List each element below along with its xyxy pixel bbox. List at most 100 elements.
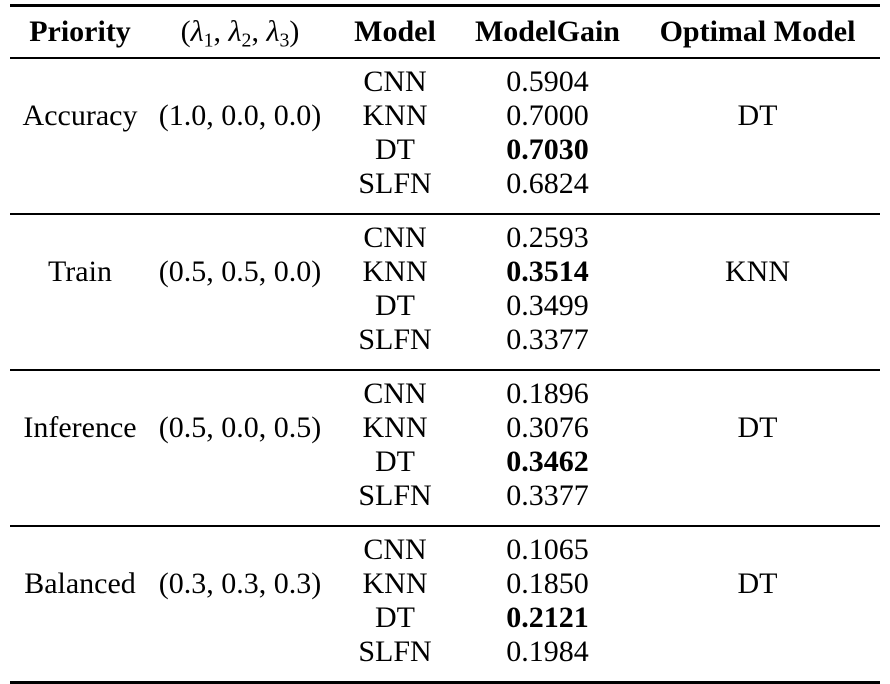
priority-cell: Train [48, 255, 112, 288]
priority-group-inference: CNN 0.1896 Inference (0.5, 0.0, 0.5) KNN… [10, 370, 880, 526]
priority-group-balanced: CNN 0.1065 Balanced (0.3, 0.3, 0.3) KNN … [10, 526, 880, 683]
modelgain-cell-best: 0.7030 [506, 133, 589, 166]
column-header-modelgain: ModelGain [474, 15, 620, 48]
optimal-model-cell: DT [737, 411, 778, 444]
table-row: CNN 0.1896 [10, 370, 880, 411]
lambda-separator: , [251, 15, 267, 48]
column-header-model: Model [354, 15, 436, 48]
empty-cell [10, 445, 150, 479]
priority-cell: Inference [23, 411, 137, 444]
table-row: SLFN 0.3377 [10, 479, 880, 526]
modelgain-cell: 0.6824 [506, 167, 589, 200]
empty-cell [635, 323, 880, 370]
table-row: DT 0.3462 [10, 445, 880, 479]
modelgain-cell: 0.1984 [506, 635, 589, 668]
empty-cell [150, 323, 330, 370]
table-row: CNN 0.2593 [10, 214, 880, 255]
optimal-model-cell: DT [737, 567, 778, 600]
header-row: Priority (λ1, λ2, λ3) Model ModelGain Op… [10, 5, 880, 58]
lambda3-symbol: λ [266, 15, 280, 48]
results-table: Priority (λ1, λ2, λ3) Model ModelGain Op… [10, 4, 880, 684]
empty-cell [150, 479, 330, 526]
table-row: SLFN 0.6824 [10, 167, 880, 214]
table-row: Inference (0.5, 0.0, 0.5) KNN 0.3076 DT [10, 411, 880, 445]
lambda3-subscript: 3 [279, 29, 290, 52]
lambda-values-cell: (0.3, 0.3, 0.3) [158, 567, 322, 600]
empty-cell [150, 370, 330, 411]
empty-cell [150, 214, 330, 255]
column-header-priority: Priority [29, 15, 131, 48]
table-header: Priority (λ1, λ2, λ3) Model ModelGain Op… [10, 5, 880, 58]
empty-cell [635, 133, 880, 167]
empty-cell [150, 445, 330, 479]
lambda1-symbol: λ [190, 15, 204, 48]
empty-cell [10, 58, 150, 99]
model-cell: KNN [362, 99, 428, 132]
table-row: Train (0.5, 0.5, 0.0) KNN 0.3514 KNN [10, 255, 880, 289]
empty-cell [10, 167, 150, 214]
modelgain-cell: 0.3377 [506, 323, 589, 356]
lambda1-subscript: 1 [203, 29, 214, 52]
empty-cell [10, 133, 150, 167]
model-cell: DT [375, 289, 415, 322]
empty-cell [635, 526, 880, 567]
empty-cell [635, 289, 880, 323]
table-row: DT 0.3499 [10, 289, 880, 323]
model-cell: SLFN [358, 479, 432, 512]
table-row: CNN 0.5904 [10, 58, 880, 99]
empty-cell [10, 370, 150, 411]
empty-cell [635, 370, 880, 411]
empty-cell [150, 167, 330, 214]
empty-cell [10, 289, 150, 323]
modelgain-cell: 0.1850 [506, 567, 589, 600]
priority-group-train: CNN 0.2593 Train (0.5, 0.5, 0.0) KNN 0.3… [10, 214, 880, 370]
empty-cell [150, 601, 330, 635]
empty-cell [10, 526, 150, 567]
lambda2-symbol: λ [228, 15, 242, 48]
model-cell: KNN [362, 411, 428, 444]
model-cell: CNN [363, 377, 427, 410]
modelgain-cell: 0.3377 [506, 479, 589, 512]
model-cell: CNN [363, 65, 427, 98]
empty-cell [10, 635, 150, 683]
lambda-close-paren: ) [289, 15, 300, 48]
empty-cell [635, 601, 880, 635]
model-cell: SLFN [358, 167, 432, 200]
modelgain-cell: 0.5904 [506, 65, 589, 98]
lambda2-subscript: 2 [241, 29, 252, 52]
empty-cell [10, 214, 150, 255]
empty-cell [150, 133, 330, 167]
empty-cell [635, 479, 880, 526]
model-cell: SLFN [358, 635, 432, 668]
empty-cell [150, 526, 330, 567]
model-cell: KNN [362, 255, 428, 288]
modelgain-cell: 0.7000 [506, 99, 589, 132]
model-cell: DT [375, 601, 415, 634]
priority-cell: Balanced [24, 567, 136, 600]
model-cell: CNN [363, 533, 427, 566]
empty-cell [150, 635, 330, 683]
table-row: DT 0.7030 [10, 133, 880, 167]
empty-cell [635, 58, 880, 99]
model-cell: DT [375, 445, 415, 478]
empty-cell [10, 323, 150, 370]
model-cell: CNN [363, 221, 427, 254]
table-row: CNN 0.1065 [10, 526, 880, 567]
empty-cell [635, 445, 880, 479]
modelgain-cell-best: 0.3514 [506, 255, 589, 288]
table-row: Balanced (0.3, 0.3, 0.3) KNN 0.1850 DT [10, 567, 880, 601]
column-header-optimal-model: Optimal Model [659, 15, 856, 48]
table-row: Accuracy (1.0, 0.0, 0.0) KNN 0.7000 DT [10, 99, 880, 133]
lambda-open-paren: ( [180, 15, 191, 48]
optimal-model-cell: KNN [725, 255, 790, 288]
optimal-model-cell: DT [737, 99, 778, 132]
empty-cell [635, 635, 880, 683]
table-row: SLFN 0.1984 [10, 635, 880, 683]
lambda-values-cell: (0.5, 0.0, 0.5) [158, 411, 322, 444]
empty-cell [150, 58, 330, 99]
lambda-values-cell: (1.0, 0.0, 0.0) [158, 99, 322, 132]
modelgain-cell-best: 0.2121 [506, 601, 589, 634]
empty-cell [10, 601, 150, 635]
modelgain-cell: 0.3076 [506, 411, 589, 444]
model-cell: SLFN [358, 323, 432, 356]
